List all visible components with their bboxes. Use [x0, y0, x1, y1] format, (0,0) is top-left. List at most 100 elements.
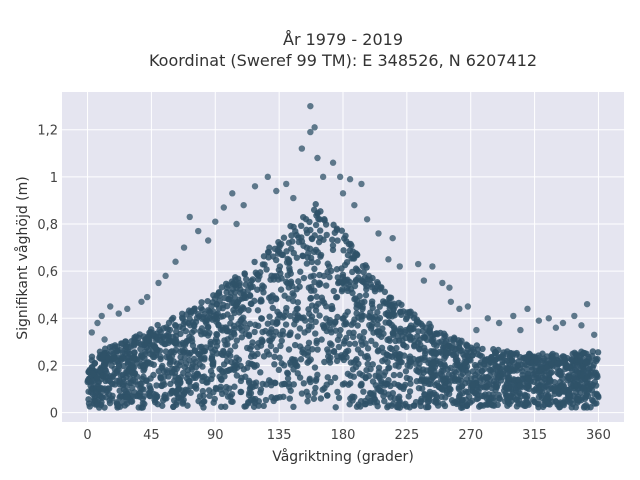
data-point	[186, 351, 193, 358]
data-point	[347, 286, 355, 293]
data-point	[531, 386, 539, 394]
data-point	[354, 346, 362, 353]
data-point	[116, 379, 124, 386]
data-point	[306, 245, 314, 252]
data-point	[147, 350, 154, 358]
data-point	[386, 295, 393, 302]
data-point	[294, 370, 301, 377]
data-point	[525, 385, 533, 393]
data-point	[265, 249, 272, 256]
data-point	[243, 275, 250, 283]
data-point	[251, 328, 258, 336]
data-point	[415, 356, 423, 363]
data-point	[361, 353, 369, 360]
data-point	[225, 367, 232, 374]
data-point	[290, 194, 297, 202]
data-point	[384, 300, 391, 308]
data-point	[154, 321, 161, 329]
data-point	[278, 381, 286, 388]
data-point	[277, 286, 285, 293]
data-point	[358, 381, 365, 389]
data-point	[212, 384, 220, 392]
data-point	[187, 383, 194, 390]
data-point	[456, 305, 463, 313]
data-point	[231, 366, 238, 374]
data-point	[398, 301, 405, 308]
data-point	[499, 370, 507, 378]
data-point	[350, 359, 357, 366]
data-point	[329, 305, 336, 312]
data-point	[173, 365, 181, 373]
data-point	[449, 344, 456, 351]
data-point	[114, 402, 121, 409]
data-point	[241, 270, 248, 277]
data-point	[277, 342, 284, 350]
tick-labels: 0 45 90 135 180 225 270 315 360 0 0,2 0,4 0,6 0,8 1 1,2	[37, 124, 611, 443]
data-point	[233, 354, 240, 361]
data-point	[439, 376, 447, 383]
data-point	[351, 393, 358, 401]
data-point	[101, 336, 108, 343]
data-point	[430, 389, 438, 397]
data-point	[175, 385, 183, 393]
data-point	[276, 263, 284, 270]
data-point	[282, 308, 290, 315]
data-point	[294, 312, 301, 319]
data-point	[511, 366, 519, 373]
data-point	[143, 293, 151, 301]
data-point	[471, 374, 478, 382]
data-point	[367, 365, 374, 373]
data-point	[375, 230, 382, 237]
data-point	[311, 124, 318, 131]
data-point	[101, 362, 109, 369]
data-point	[186, 321, 194, 329]
data-point	[219, 301, 227, 309]
data-point	[531, 370, 538, 377]
data-point	[395, 363, 402, 370]
data-point	[280, 234, 288, 241]
data-point	[402, 315, 410, 323]
data-point	[557, 372, 564, 379]
data-point	[541, 375, 548, 383]
data-point	[286, 383, 293, 391]
data-point	[500, 349, 507, 356]
data-point	[386, 344, 394, 352]
data-point	[452, 362, 459, 369]
data-point	[492, 373, 500, 381]
data-point	[340, 356, 348, 364]
data-point	[167, 380, 174, 388]
data-point	[153, 349, 160, 356]
data-point	[335, 394, 343, 402]
data-point	[291, 321, 298, 328]
data-point	[224, 327, 232, 335]
data-point	[488, 354, 495, 361]
data-point	[433, 349, 440, 357]
data-point	[223, 289, 230, 296]
data-point	[435, 339, 443, 346]
data-point	[108, 362, 115, 369]
data-point	[491, 397, 498, 404]
data-point	[348, 321, 355, 328]
data-point	[280, 362, 288, 369]
data-point	[391, 302, 399, 310]
data-point	[237, 289, 244, 297]
data-point	[582, 393, 590, 400]
data-point	[334, 388, 341, 396]
data-point	[401, 381, 409, 389]
data-point	[195, 397, 202, 405]
data-point	[425, 398, 433, 405]
data-point	[349, 366, 357, 373]
data-point	[549, 350, 556, 358]
data-point	[429, 371, 437, 379]
data-point	[237, 317, 244, 325]
data-point	[320, 236, 327, 243]
data-point	[111, 342, 119, 349]
data-point	[318, 336, 325, 343]
data-point	[264, 320, 272, 327]
data-point	[275, 276, 282, 283]
data-point	[252, 269, 260, 276]
data-point	[192, 364, 200, 371]
data-point	[574, 362, 581, 369]
data-point	[222, 341, 229, 348]
data-point	[534, 374, 542, 382]
